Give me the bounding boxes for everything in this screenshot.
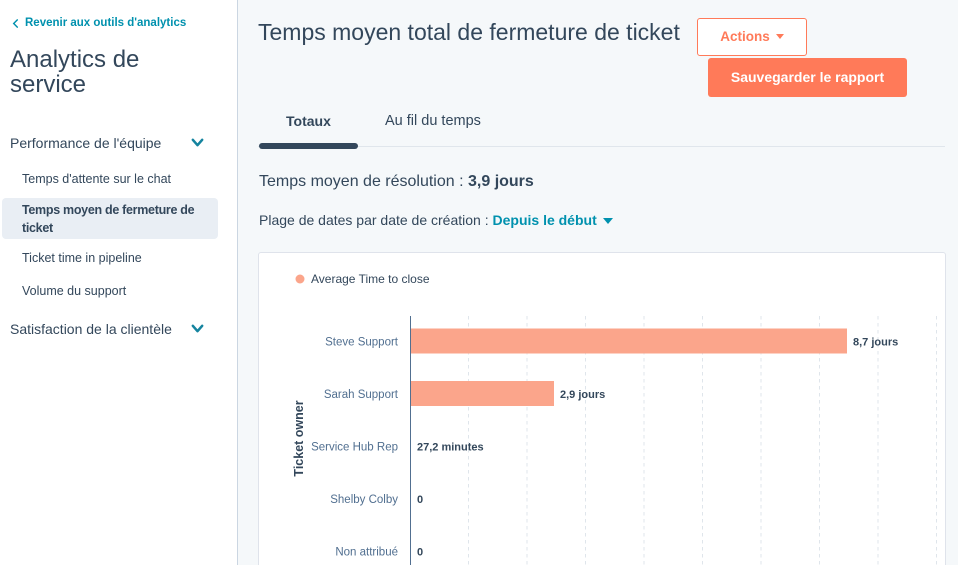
- svg-text:0: 0: [417, 494, 423, 506]
- svg-text:Average Time to close: Average Time to close: [311, 272, 430, 286]
- svg-text:Steve Support: Steve Support: [325, 337, 399, 349]
- svg-text:8,7 jours: 8,7 jours: [853, 337, 898, 349]
- svg-text:Sarah Support: Sarah Support: [324, 389, 399, 401]
- svg-text:Shelby Colby: Shelby Colby: [330, 494, 398, 506]
- svg-text:2,9 jours: 2,9 jours: [560, 389, 605, 401]
- svg-text:Non attribué: Non attribué: [335, 547, 398, 559]
- svg-text:Service Hub Rep: Service Hub Rep: [311, 442, 398, 454]
- svg-text:0: 0: [417, 547, 423, 559]
- svg-text:Ticket owner: Ticket owner: [292, 400, 306, 476]
- svg-text:27,2 minutes: 27,2 minutes: [417, 442, 484, 454]
